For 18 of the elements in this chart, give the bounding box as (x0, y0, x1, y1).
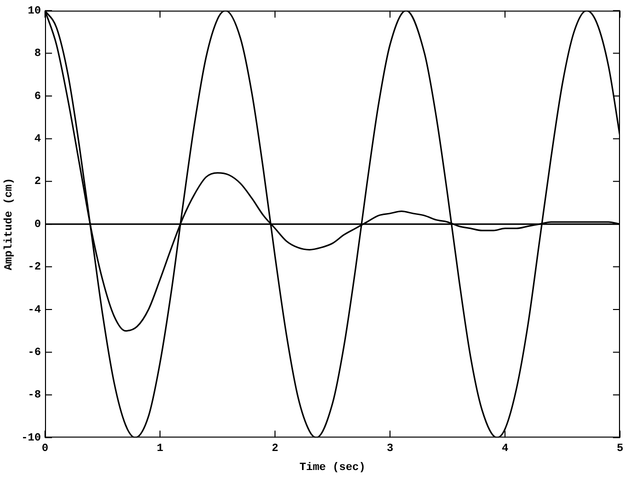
y-tick-label: 0 (34, 218, 42, 231)
y-tick-label: -8 (28, 390, 42, 402)
x-tick-label: 1 (156, 442, 164, 455)
y-tick-label: -6 (28, 346, 42, 359)
y-tick-label: 2 (34, 176, 42, 188)
y-tick-label: 6 (34, 90, 42, 103)
x-tick-label: 4 (502, 442, 509, 455)
x-tick-label: 2 (272, 442, 278, 455)
x-tick-label: 5 (616, 442, 624, 455)
y-tick-label: -10 (21, 432, 42, 444)
y-tick-label: -2 (28, 262, 42, 274)
x-axis-title: Time (sec) (299, 462, 366, 474)
y-tick-label: 10 (28, 5, 42, 18)
y-axis-title: Amplitude (cm) (3, 178, 16, 270)
y-tick-label: 4 (34, 133, 42, 146)
y-tick-label: 8 (34, 48, 42, 60)
x-tick-label: 3 (386, 442, 394, 455)
y-tick-label: -4 (28, 304, 42, 316)
